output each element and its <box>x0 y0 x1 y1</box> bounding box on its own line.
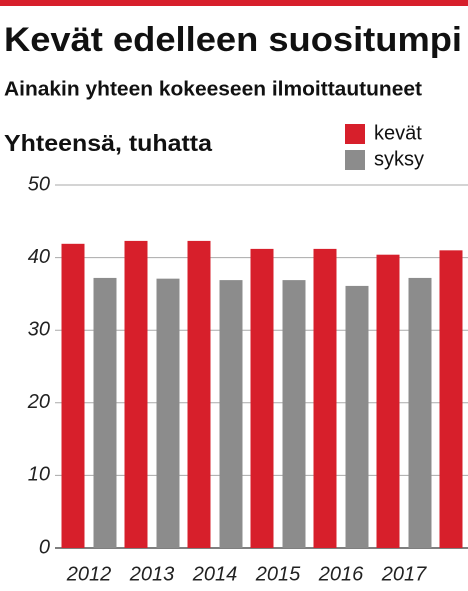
bar <box>187 240 211 549</box>
bar <box>439 250 463 548</box>
bar <box>250 248 274 548</box>
x-tick-label: 2016 <box>318 563 364 585</box>
y-tick-label: 20 <box>27 391 50 413</box>
legend-label: kevät <box>374 122 422 144</box>
legend-swatch <box>345 150 365 170</box>
bar <box>345 285 369 548</box>
bar <box>282 280 306 548</box>
x-tick-label: 2014 <box>192 563 238 585</box>
bar <box>219 280 243 548</box>
y-tick-label: 50 <box>28 173 50 195</box>
y-tick-label: 40 <box>28 246 50 268</box>
bar <box>93 277 117 548</box>
x-tick-label: 2013 <box>129 563 175 585</box>
chart-subtitle: Ainakin yhteen kokeeseen ilmoittautuneet <box>4 78 422 100</box>
top-stripe <box>0 0 468 6</box>
y-tick-label: 10 <box>28 464 50 486</box>
bar <box>124 240 148 549</box>
y-tick-label: 30 <box>28 318 50 340</box>
legend-swatch <box>345 124 365 144</box>
chart-title: Kevät edelleen suositumpi <box>4 21 462 59</box>
x-tick-label: 2017 <box>381 563 427 585</box>
axis-label: Yhteensä, tuhatta <box>4 130 212 156</box>
x-tick-label: 2012 <box>66 563 112 585</box>
bar <box>61 243 85 548</box>
legend-label: syksy <box>374 148 424 170</box>
x-tick-label: 2015 <box>255 563 301 585</box>
bar <box>156 278 180 548</box>
y-tick-label: 0 <box>39 536 50 558</box>
bar <box>408 277 432 548</box>
bar <box>376 254 400 549</box>
bar <box>313 248 337 548</box>
